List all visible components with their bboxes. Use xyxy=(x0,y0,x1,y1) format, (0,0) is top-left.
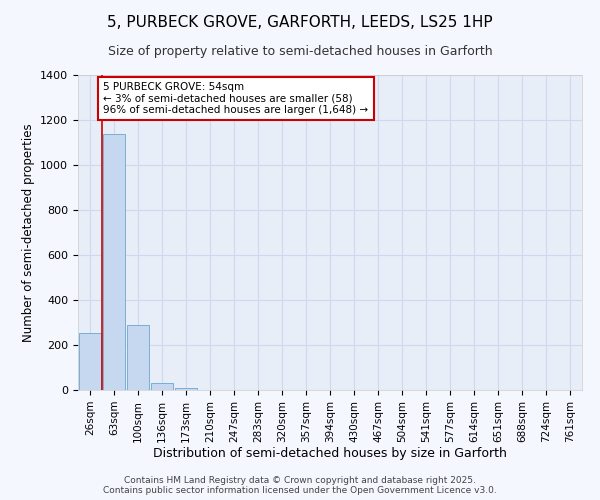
Text: 5 PURBECK GROVE: 54sqm
← 3% of semi-detached houses are smaller (58)
96% of semi: 5 PURBECK GROVE: 54sqm ← 3% of semi-deta… xyxy=(103,82,368,115)
Text: 5, PURBECK GROVE, GARFORTH, LEEDS, LS25 1HP: 5, PURBECK GROVE, GARFORTH, LEEDS, LS25 … xyxy=(107,15,493,30)
Text: Size of property relative to semi-detached houses in Garforth: Size of property relative to semi-detach… xyxy=(107,45,493,58)
Bar xyxy=(103,134,125,390)
Text: Contains HM Land Registry data © Crown copyright and database right 2025.
Contai: Contains HM Land Registry data © Crown c… xyxy=(103,476,497,495)
Bar xyxy=(79,333,101,390)
Y-axis label: Number of semi-detached properties: Number of semi-detached properties xyxy=(22,123,35,342)
Bar xyxy=(175,388,197,390)
X-axis label: Distribution of semi-detached houses by size in Garforth: Distribution of semi-detached houses by … xyxy=(153,448,507,460)
Bar xyxy=(127,325,149,390)
Bar xyxy=(151,383,173,390)
